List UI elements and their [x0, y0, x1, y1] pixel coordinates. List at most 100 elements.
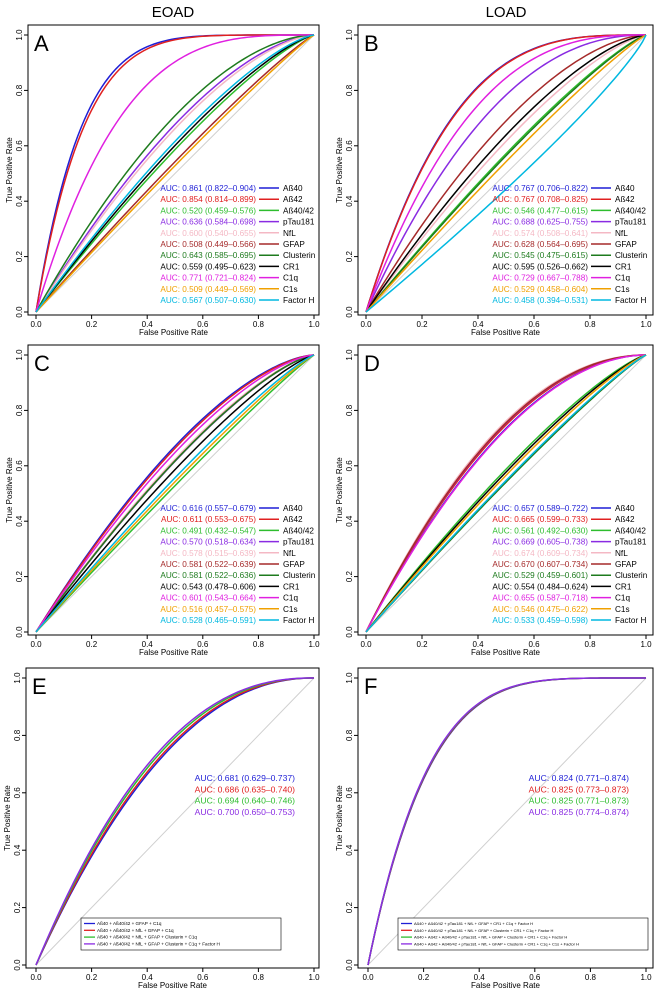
legend-label: Aß42 — [615, 515, 635, 524]
legend-auc-text: AUC: 0.520 (0.459–0.576) — [160, 206, 256, 215]
legend-auc-value: AUC: 0.771 (0.721–0.824) — [160, 274, 256, 283]
roc-curve-c1s — [35, 34, 315, 313]
legend-label: NfL — [615, 229, 628, 238]
legend-auc-text: AUC: 0.655 (0.587–0.718) — [492, 594, 588, 603]
legend-label: Aß42 — [283, 195, 303, 204]
x-tick-label: 0.4 — [142, 973, 154, 982]
legend-label: Clusterin — [283, 251, 316, 260]
legend-label: Aß40/42 — [615, 526, 646, 535]
combination-legend-box — [80, 917, 282, 951]
legend-label: C1s — [283, 605, 298, 614]
x-tick-label: 1.0 — [308, 320, 320, 329]
column-header-eoad: EOAD — [152, 4, 195, 21]
legend-auc-value: AUC: 0.665 (0.599–0.733) — [492, 515, 588, 524]
roc-curve-cr1 — [35, 34, 315, 313]
y-tick-label: 0.4 — [345, 195, 354, 207]
x-tick-label: 0.2 — [86, 640, 98, 649]
legend-auc-value: AUC: 0.570 (0.518–0.634) — [160, 538, 256, 547]
x-tick-label: 0.2 — [86, 973, 98, 982]
roc-curve-factor-h — [365, 34, 647, 313]
legend-auc-text: AUC: 0.533 (0.459–0.598) — [492, 616, 588, 625]
y-axis-label: True Positive Rate — [5, 137, 14, 203]
legend-label: Factor H — [615, 616, 646, 625]
legend-label: NfL — [615, 549, 628, 558]
x-tick-label: 0.2 — [416, 640, 428, 649]
roc-curve-factor-h — [35, 354, 315, 633]
chance-diagonal — [367, 677, 647, 966]
legend-auc-value: AUC: 0.458 (0.394–0.531) — [492, 296, 588, 305]
plot-frame — [27, 344, 320, 636]
legend-auc-value: AUC: 0.767 (0.708–0.825) — [492, 195, 588, 204]
x-tick-label: 0.8 — [253, 973, 265, 982]
x-tick-label: 0.4 — [142, 320, 154, 329]
legend-auc-text: AUC: 0.581 (0.522–0.636) — [160, 571, 256, 580]
legend-auc-text: AUC: 0.567 (0.507–0.630) — [160, 296, 256, 305]
legend-auc-text: AUC: 0.628 (0.564–0.695) — [492, 240, 588, 249]
panel-label: F — [364, 674, 377, 699]
x-tick-label: 0.6 — [197, 973, 209, 982]
x-tick-label: 0.8 — [253, 320, 265, 329]
legend-auc-text: AUC: 0.657 (0.589–0.722) — [492, 504, 588, 513]
legend-auc-text: AUC: 0.670 (0.607–0.734) — [492, 560, 588, 569]
roc-curve-c1q — [35, 354, 315, 633]
x-axis-label: False Positive Rate — [471, 328, 540, 337]
roc-curve-cr1 — [365, 354, 647, 633]
legend-auc-text: AUC: 0.509 (0.449–0.569) — [160, 285, 256, 294]
legend-label: C1s — [615, 285, 630, 294]
legend-label: Aß40 + Aß40/42 + GFAP + C1q — [97, 921, 162, 926]
y-axis-label: True Positive Rate — [335, 457, 344, 523]
legend-auc-value: AUC: 0.533 (0.459–0.598) — [492, 616, 588, 625]
panel-label: D — [364, 351, 380, 376]
y-tick-label: 0.4 — [345, 844, 354, 856]
x-tick-label: 0.0 — [30, 973, 42, 982]
legend-label: pTau181 — [283, 538, 315, 547]
roc-curve-ab40-ab40-42-nfl-gfap-c1q — [35, 677, 315, 966]
legend-auc-value: AUC: 0.516 (0.457–0.575) — [160, 605, 256, 614]
x-tick-label: 0.8 — [584, 640, 596, 649]
x-axis-label: False Positive Rate — [471, 981, 540, 990]
panel-f: F 0.0 0.0 0.2 0.2 0.4 0.4 0.6 0.6 0.8 0.8 1.0 1.0 Fal… — [335, 667, 654, 990]
y-tick-label: 0.6 — [345, 140, 354, 152]
legend-auc-text: AUC: 0.636 (0.584–0.698) — [160, 218, 256, 227]
legend-label: Aß42 — [283, 515, 303, 524]
x-tick-label: 0.2 — [418, 973, 430, 982]
plot-frame — [27, 24, 320, 316]
legend-auc-value: AUC: 0.636 (0.584–0.698) — [160, 218, 256, 227]
y-tick-label: 0.6 — [15, 460, 24, 472]
y-axis-label: True Positive Rate — [5, 457, 14, 523]
legend-auc-text: AUC: 0.767 (0.708–0.825) — [492, 195, 588, 204]
legend-label: GFAP — [615, 240, 637, 249]
plot-frame — [357, 344, 654, 636]
x-tick-label: 1.0 — [308, 973, 320, 982]
legend-auc-text: AUC: 0.578 (0.515–0.639) — [160, 549, 256, 558]
roc-curve-ab42 — [365, 34, 646, 313]
roc-curve-c1q — [365, 354, 647, 633]
legend-auc-text: AUC: 0.854 (0.814–0.899) — [160, 195, 256, 204]
roc-curve-cr1 — [35, 354, 315, 633]
legend-auc-text: AUC: 0.529 (0.458–0.604) — [492, 285, 588, 294]
legend-auc-text: AUC: 0.570 (0.518–0.634) — [160, 538, 256, 547]
legend-auc-value: AUC: 0.670 (0.607–0.734) — [492, 560, 588, 569]
chance-diagonal — [365, 354, 647, 633]
legend-label: Clusterin — [615, 571, 648, 580]
roc-curve-ptau181 — [35, 34, 315, 313]
y-tick-label: 0.4 — [345, 515, 354, 527]
legend-auc-value: AUC: 0.688 (0.625–0.755) — [492, 218, 588, 227]
panel-a: A 0.0 0.0 0.2 0.2 0.4 0.4 0.6 0.6 0.8 0.8 1.0 1.0 Fal… — [5, 24, 320, 337]
legend-auc-value: AUC: 0.520 (0.459–0.576) — [160, 206, 256, 215]
x-tick-label: 0.2 — [416, 320, 428, 329]
roc-curve-c1s — [35, 354, 315, 633]
legend-auc-value: AUC: 0.559 (0.495–0.623) — [160, 262, 256, 271]
y-tick-label: 0.6 — [345, 460, 354, 472]
legend-label: CR1 — [283, 582, 300, 591]
x-tick-label: 0.0 — [30, 640, 42, 649]
panel-label: B — [364, 31, 379, 56]
legend-auc-text: AUC: 0.825 (0.774–0.874) — [529, 807, 629, 817]
y-tick-label: 0.0 — [13, 959, 22, 971]
y-tick-label: 0.6 — [15, 140, 24, 152]
x-tick-label: 1.0 — [640, 640, 652, 649]
legend-auc-value: AUC: 0.611 (0.553–0.675) — [161, 515, 256, 524]
y-tick-label: 0.0 — [15, 306, 24, 318]
panel-c: C 0.0 0.0 0.2 0.2 0.4 0.4 0.6 0.6 0.8 0.8 1.0 1.0 Fal… — [5, 344, 320, 657]
legend-auc-value: AUC: 0.546 (0.477–0.615) — [492, 206, 588, 215]
